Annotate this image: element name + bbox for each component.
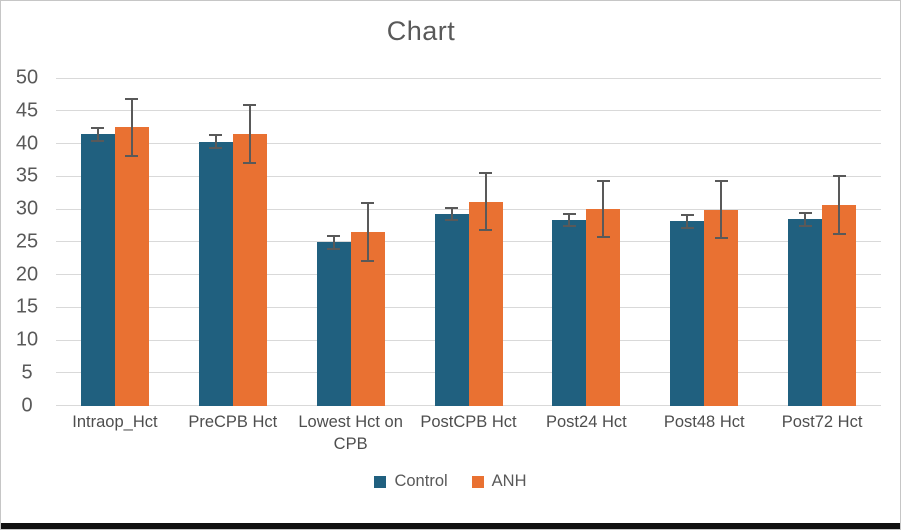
error-bar-control-3 bbox=[450, 207, 453, 222]
x-axis: Intraop_Hct PreCPB Hct Lowest Hct on CPB Po… bbox=[56, 412, 881, 456]
x-category-label-5: Post48 Hct bbox=[663, 413, 745, 431]
bar-control-5[interactable] bbox=[670, 221, 705, 406]
error-bar-anh-3 bbox=[479, 229, 492, 232]
bar-control-1[interactable] bbox=[198, 141, 233, 406]
gridline-y45 bbox=[56, 110, 881, 112]
y-tick-label-25: 25 bbox=[15, 230, 39, 253]
legend-swatch-control bbox=[374, 475, 387, 488]
bar-control-0[interactable] bbox=[80, 134, 115, 406]
y-tick-label-10: 10 bbox=[15, 328, 39, 351]
error-bar-anh-0 bbox=[125, 154, 139, 157]
error-bar-control-5 bbox=[686, 214, 689, 229]
error-bar-anh-0 bbox=[130, 97, 133, 157]
legend-item-anh[interactable]: ANH bbox=[471, 472, 527, 491]
error-bar-anh-6 bbox=[832, 233, 846, 236]
gridline-y50 bbox=[56, 77, 881, 79]
error-bar-anh-3 bbox=[484, 172, 487, 232]
y-tick-label-5: 5 bbox=[21, 361, 33, 384]
error-bar-control-6 bbox=[798, 212, 812, 215]
bar-anh-5[interactable] bbox=[704, 209, 739, 406]
x-category-label-3: PostCPB Hct bbox=[420, 413, 517, 431]
error-bar-control-0 bbox=[91, 127, 105, 130]
error-bar-anh-0 bbox=[125, 97, 139, 100]
error-bar-control-1 bbox=[214, 134, 217, 149]
y-tick-label-45: 45 bbox=[15, 99, 39, 122]
error-bar-control-5 bbox=[680, 226, 694, 229]
x-category-label-1: PreCPB Hct bbox=[188, 413, 278, 431]
error-bar-anh-4 bbox=[602, 180, 605, 238]
error-bar-control-4 bbox=[568, 212, 571, 228]
legend-item-control[interactable]: Control bbox=[374, 472, 448, 491]
error-bar-anh-5 bbox=[714, 237, 728, 240]
error-bar-anh-6 bbox=[838, 174, 841, 236]
y-tick-label-15: 15 bbox=[15, 295, 39, 318]
error-bar-control-6 bbox=[798, 224, 812, 227]
bar-control-2[interactable] bbox=[316, 242, 351, 406]
x-category-label-0: Intraop_Hct bbox=[72, 413, 158, 431]
x-category-label-4: Post24 Hct bbox=[546, 413, 627, 431]
bar-anh-4[interactable] bbox=[586, 209, 621, 406]
error-bar-anh-4 bbox=[596, 180, 610, 183]
bar-anh-1[interactable] bbox=[232, 134, 267, 406]
error-bar-anh-2 bbox=[366, 201, 369, 263]
legend: Control ANH bbox=[1, 472, 900, 491]
legend-swatch-anh bbox=[471, 475, 484, 488]
y-tick-label-20: 20 bbox=[15, 263, 39, 285]
bar-control-3[interactable] bbox=[434, 214, 469, 406]
error-bar-control-5 bbox=[680, 214, 694, 217]
bar-control-4[interactable] bbox=[552, 220, 587, 406]
error-bar-control-2 bbox=[332, 234, 335, 251]
error-bar-control-4 bbox=[562, 212, 576, 215]
error-bar-anh-2 bbox=[361, 201, 375, 204]
error-bar-anh-4 bbox=[596, 235, 610, 238]
error-bar-control-0 bbox=[91, 139, 105, 142]
error-bar-anh-5 bbox=[720, 180, 723, 240]
chart-title: Chart bbox=[386, 16, 456, 46]
error-bar-control-4 bbox=[562, 225, 576, 228]
error-bar-control-1 bbox=[209, 146, 223, 149]
error-bar-control-2 bbox=[327, 248, 341, 251]
error-bar-anh-1 bbox=[243, 104, 257, 107]
gridline-y40 bbox=[56, 143, 881, 144]
legend-label-anh: ANH bbox=[491, 472, 527, 490]
error-bar-control-3 bbox=[445, 219, 458, 222]
bottom-bar bbox=[1, 523, 900, 529]
y-tick-label-50: 50 bbox=[15, 66, 39, 89]
error-bar-control-1 bbox=[209, 134, 223, 137]
error-bar-anh-1 bbox=[243, 162, 257, 165]
y-tick-label-30: 30 bbox=[15, 197, 39, 220]
error-bar-control-3 bbox=[445, 207, 458, 210]
x-category-label-6: Post72 Hct bbox=[781, 413, 863, 431]
error-bar-anh-6 bbox=[832, 174, 846, 177]
bar-anh-3[interactable] bbox=[468, 201, 503, 406]
y-tick-label-0: 0 bbox=[21, 394, 33, 416]
error-bar-control-2 bbox=[327, 234, 341, 237]
error-bar-control-6 bbox=[804, 212, 807, 227]
y-tick-label-35: 35 bbox=[15, 164, 39, 187]
bar-anh-6[interactable] bbox=[822, 205, 857, 406]
bar-anh-0[interactable] bbox=[114, 127, 149, 406]
x-category-label-2: Lowest Hct on CPB bbox=[298, 413, 403, 453]
error-bar-anh-5 bbox=[714, 180, 728, 183]
bar-control-6[interactable] bbox=[788, 219, 823, 406]
y-tick-label-40: 40 bbox=[15, 132, 39, 154]
error-bar-anh-3 bbox=[479, 172, 492, 175]
error-bar-control-0 bbox=[96, 127, 99, 142]
plot-area bbox=[56, 77, 881, 406]
error-bar-anh-1 bbox=[248, 104, 251, 165]
legend-label-control: Control bbox=[394, 472, 448, 490]
gridline-y0 bbox=[56, 405, 881, 406]
gridline-y35 bbox=[56, 175, 881, 177]
error-bar-anh-2 bbox=[361, 260, 375, 263]
